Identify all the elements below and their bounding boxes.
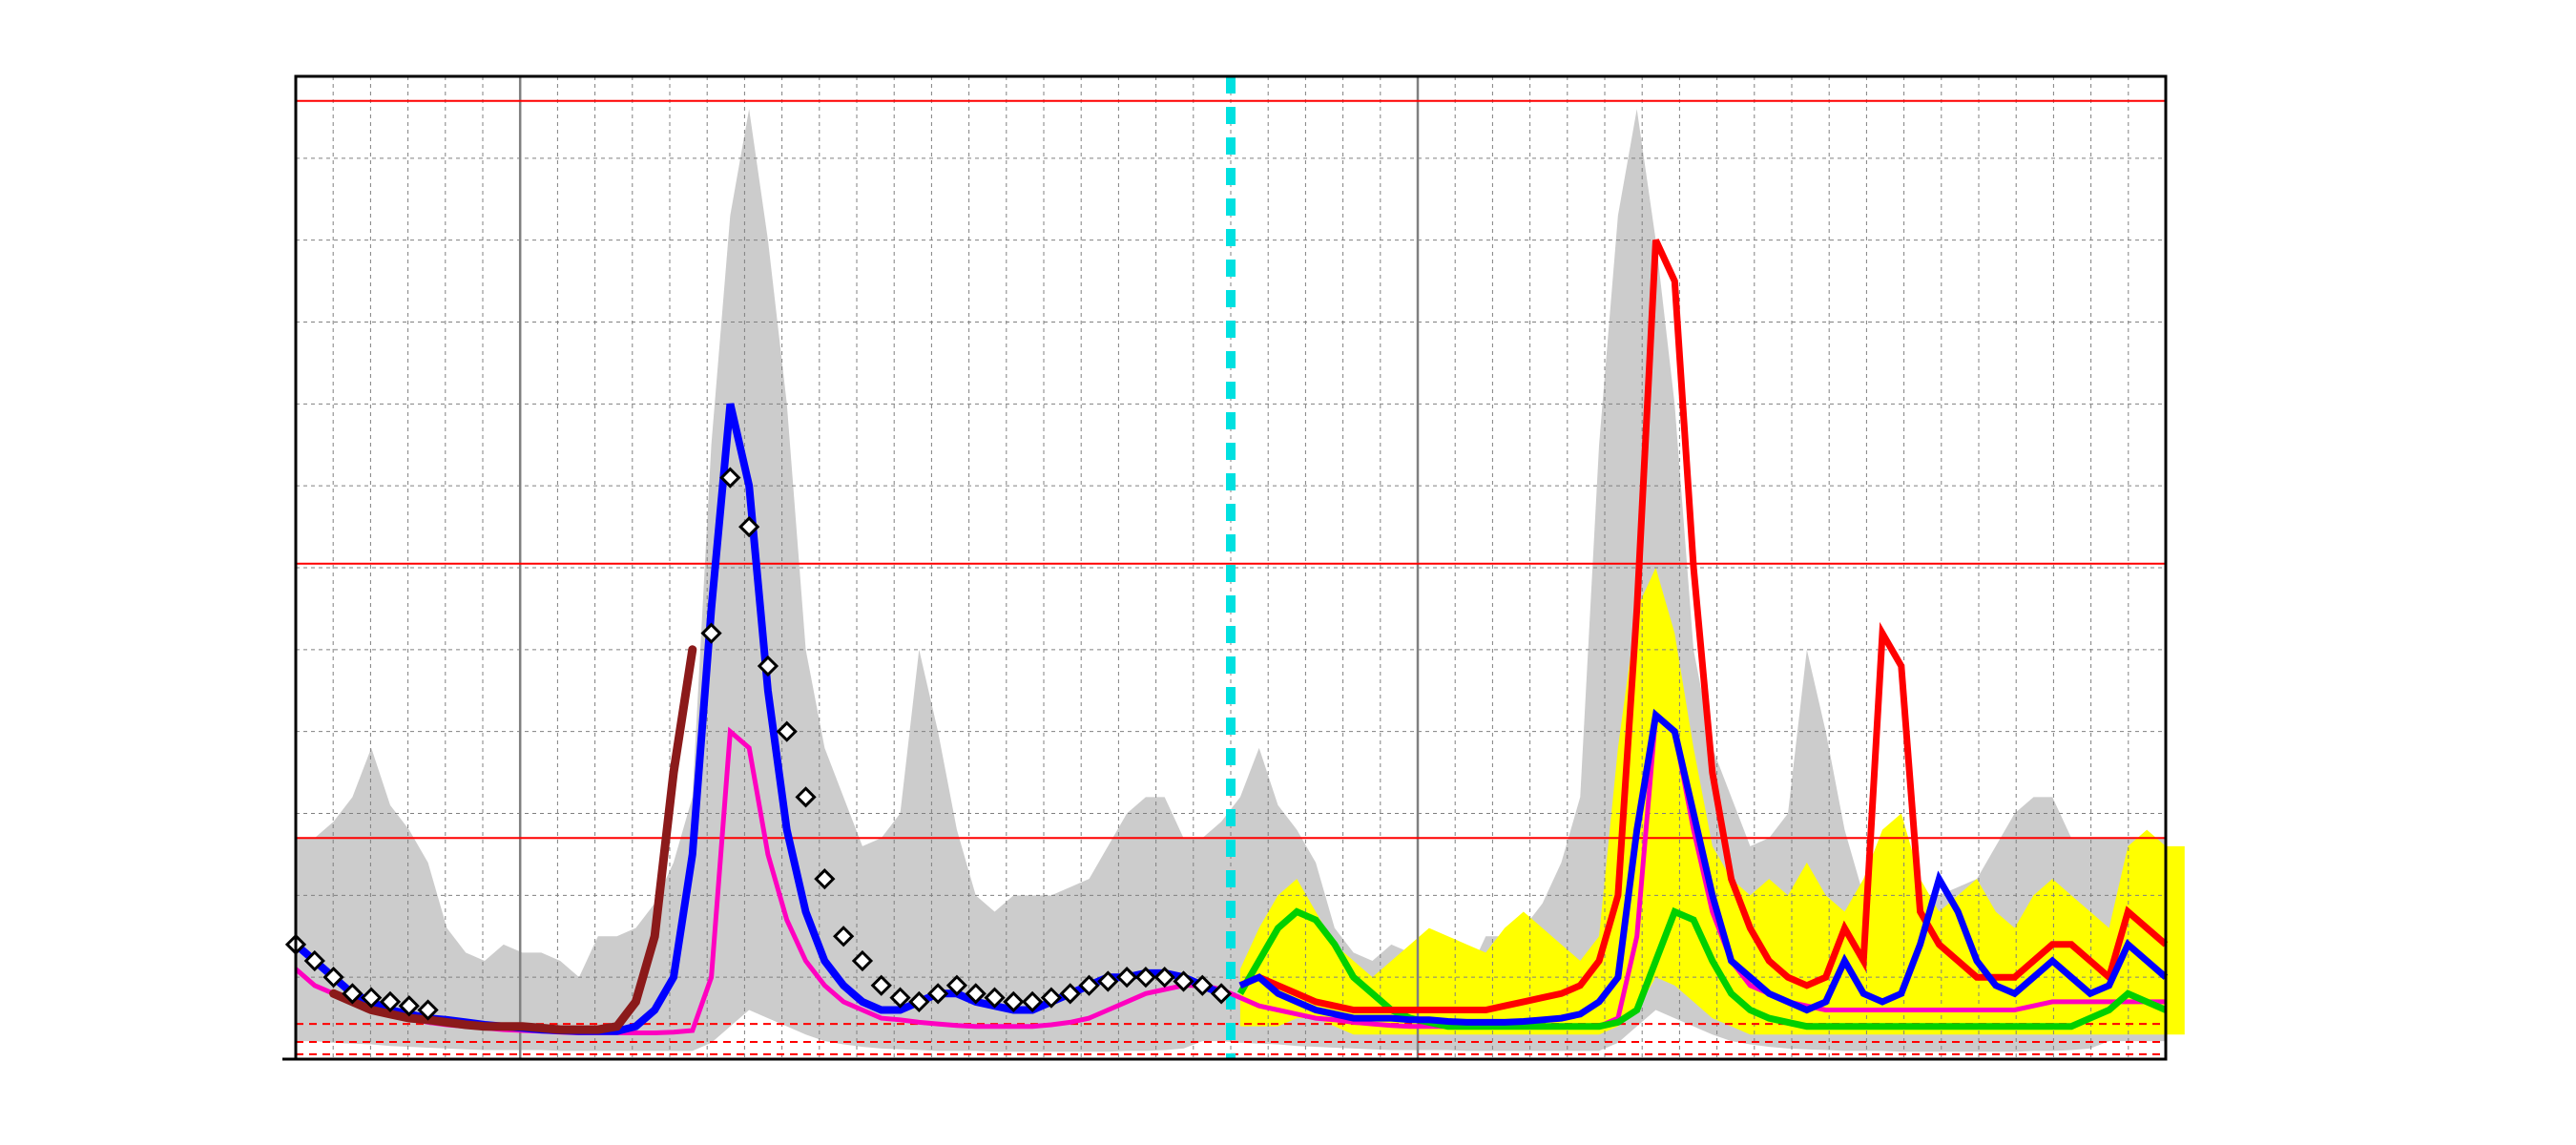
discharge-forecast-chart [0, 0, 2576, 1145]
chart-svg [0, 0, 2576, 1145]
